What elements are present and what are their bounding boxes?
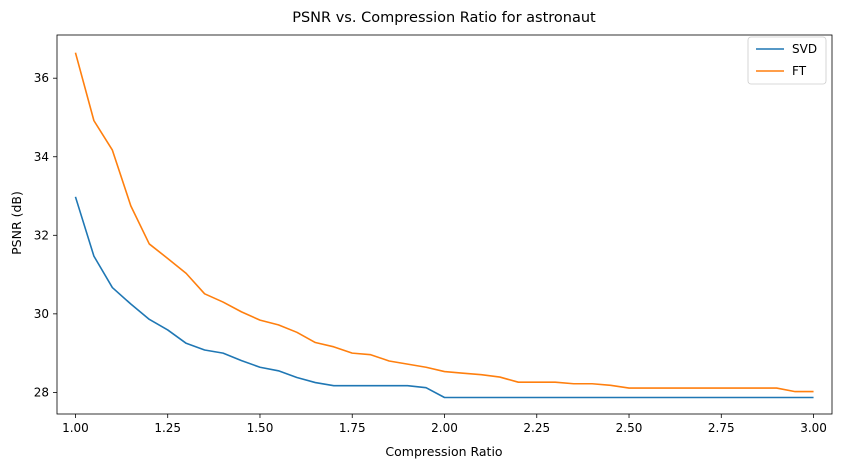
- y-tick-label: 28: [34, 385, 49, 399]
- legend: SVD FT: [747, 36, 827, 85]
- series-line-svd: [74, 196, 814, 399]
- y-tick-label: 34: [34, 150, 49, 164]
- series-line-ft: [74, 52, 814, 393]
- y-tick-label: 36: [34, 71, 49, 85]
- legend-label-ft: FT: [792, 64, 807, 78]
- legend-label-svd: SVD: [792, 42, 817, 56]
- x-tick-label: 1.50: [247, 421, 274, 435]
- y-axis-label: PSNR (dB): [9, 191, 24, 255]
- plot-frame: [56, 34, 833, 415]
- y-tick-label: 30: [34, 307, 49, 321]
- x-tick-label: 2.75: [708, 421, 735, 435]
- x-tick-label: 3.00: [800, 421, 827, 435]
- x-tick-label: 1.00: [62, 421, 89, 435]
- axis-ticks: 1.00 1.25 1.50 1.75 2.00 2.25 2.50 2.75 3.00 28 30…: [34, 71, 827, 435]
- chart-title: PSNR vs. Compression Ratio for astronaut: [292, 10, 596, 26]
- x-tick-label: 1.75: [339, 421, 366, 435]
- series-layer: [74, 52, 814, 399]
- x-tick-label: 1.25: [154, 421, 181, 435]
- y-tick-label: 32: [34, 228, 49, 242]
- x-tick-label: 2.50: [616, 421, 643, 435]
- x-tick-label: 2.00: [431, 421, 458, 435]
- x-axis-label: Compression Ratio: [385, 444, 502, 459]
- x-tick-label: 2.25: [523, 421, 550, 435]
